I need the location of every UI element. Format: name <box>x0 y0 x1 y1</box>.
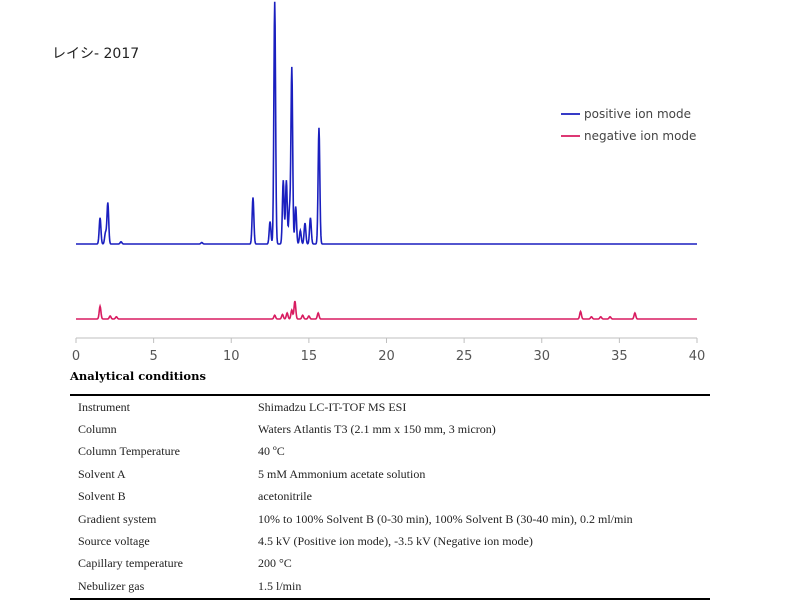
condition-value: acetonitrile <box>258 489 312 504</box>
condition-value: 10% to 100% Solvent B (0-30 min), 100% S… <box>258 511 633 526</box>
legend: positive ion mode negative ion mode <box>561 107 696 143</box>
condition-value: 5 mM Ammonium acetate solution <box>258 466 426 481</box>
table-row: Source voltage 4.5 kV (Positive ion mode)… <box>70 530 710 552</box>
condition-parameter: Instrument <box>78 399 130 414</box>
condition-parameter: Column <box>78 422 117 437</box>
series-line-1 <box>76 300 697 320</box>
table-row: Nebulizer gas 1.5 l/min <box>70 575 710 598</box>
condition-value: 40 ºC <box>258 444 285 459</box>
x-axis: 0 5 10 15 20 25 30 35 40 <box>72 337 706 364</box>
table-row: Instrument Shimadzu LC-IT-TOF MS ESI <box>70 395 710 418</box>
condition-value: 4.5 kV (Positive ion mode), -3.5 kV (Neg… <box>258 534 533 549</box>
x-tick-label: 25 <box>456 349 473 364</box>
conditions-heading: Analytical conditions <box>70 369 206 383</box>
x-tick-label: 35 <box>611 349 628 364</box>
x-tick-label: 0 <box>72 349 80 364</box>
condition-value: Waters Atlantis T3 (2.1 mm x 150 mm, 3 m… <box>258 422 496 437</box>
x-tick-label: 5 <box>149 349 157 364</box>
condition-value: Shimadzu LC-IT-TOF MS ESI <box>258 399 407 414</box>
condition-parameter: Capillary temperature <box>78 556 183 571</box>
chart-title: レイシ- 2017 <box>52 46 139 62</box>
table-row: Column Waters Atlantis T3 (2.1 mm x 150 m… <box>70 418 710 440</box>
condition-value: 1.5 l/min <box>258 578 302 593</box>
chromatogram-chart: レイシ- 2017 0 5 10 15 20 25 30 35 40 positive ion … <box>52 1 706 364</box>
series-line-0 <box>76 1 697 245</box>
series-layer <box>76 1 697 320</box>
condition-parameter: Nebulizer gas <box>78 578 145 593</box>
conditions-table: Instrument Shimadzu LC-IT-TOF MS ESI Colum… <box>70 394 710 600</box>
condition-parameter: Column Temperature <box>78 444 180 459</box>
table-row: Solvent B acetonitrile <box>70 486 710 508</box>
x-tick-label: 10 <box>223 349 240 364</box>
table-row: Column Temperature 40 ºC <box>70 441 710 463</box>
condition-parameter: Solvent B <box>78 489 126 504</box>
x-tick-label: 15 <box>301 349 318 364</box>
x-tick-label: 30 <box>533 349 550 364</box>
x-tick-label: 20 <box>378 349 395 364</box>
x-tick-label: 40 <box>689 349 706 364</box>
condition-parameter: Gradient system <box>78 511 157 526</box>
condition-parameter: Source voltage <box>78 534 150 549</box>
legend-label-0: positive ion mode <box>584 107 691 121</box>
condition-value: 200 °C <box>258 556 292 571</box>
table-row: Solvent A 5 mM Ammonium acetate solution <box>70 463 710 485</box>
table-row: Capillary temperature 200 °C <box>70 553 710 575</box>
legend-label-1: negative ion mode <box>584 129 696 143</box>
table-row: Gradient system 10% to 100% Solvent B (0-… <box>70 508 710 530</box>
condition-parameter: Solvent A <box>78 466 126 481</box>
